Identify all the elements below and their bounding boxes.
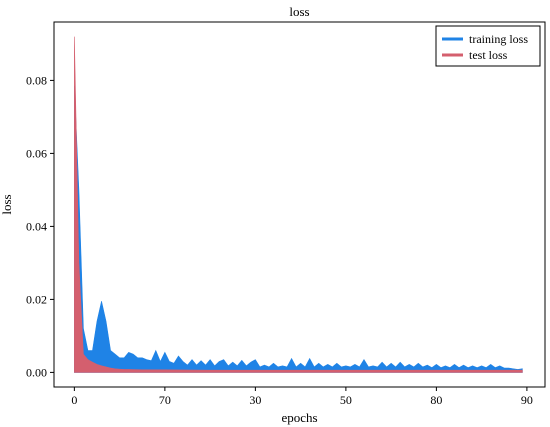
y-axis: 0.00 0.02 0.04 0.06 0.08 [26, 73, 54, 379]
legend-label-test-loss: test loss [469, 48, 508, 62]
x-tick-label: 0 [71, 393, 77, 407]
legend-label-training-loss: training loss [469, 32, 528, 46]
y-tick-label: 0.00 [26, 365, 47, 379]
plot-areas [74, 36, 523, 373]
y-tick-label: 0.08 [26, 73, 47, 87]
x-tick-label: 80 [430, 393, 442, 407]
x-tick-label: 50 [340, 393, 352, 407]
x-tick-label: 90 [521, 393, 533, 407]
legend: training loss test loss [435, 25, 541, 67]
x-axis-label: epochs [281, 410, 317, 425]
area-training-loss [74, 85, 523, 373]
area-test-loss [74, 36, 523, 373]
y-axis-label: loss [0, 194, 14, 214]
y-tick-label: 0.02 [26, 292, 47, 306]
x-tick-label: 30 [249, 393, 261, 407]
x-axis: 0 70 30 50 80 90 [71, 387, 533, 407]
x-tick-label: 70 [159, 393, 171, 407]
plot-frame [53, 21, 546, 388]
legend-box [435, 25, 541, 67]
y-tick-label: 0.04 [26, 219, 47, 233]
chart-title: loss [289, 4, 309, 19]
y-tick-label: 0.06 [26, 146, 47, 160]
